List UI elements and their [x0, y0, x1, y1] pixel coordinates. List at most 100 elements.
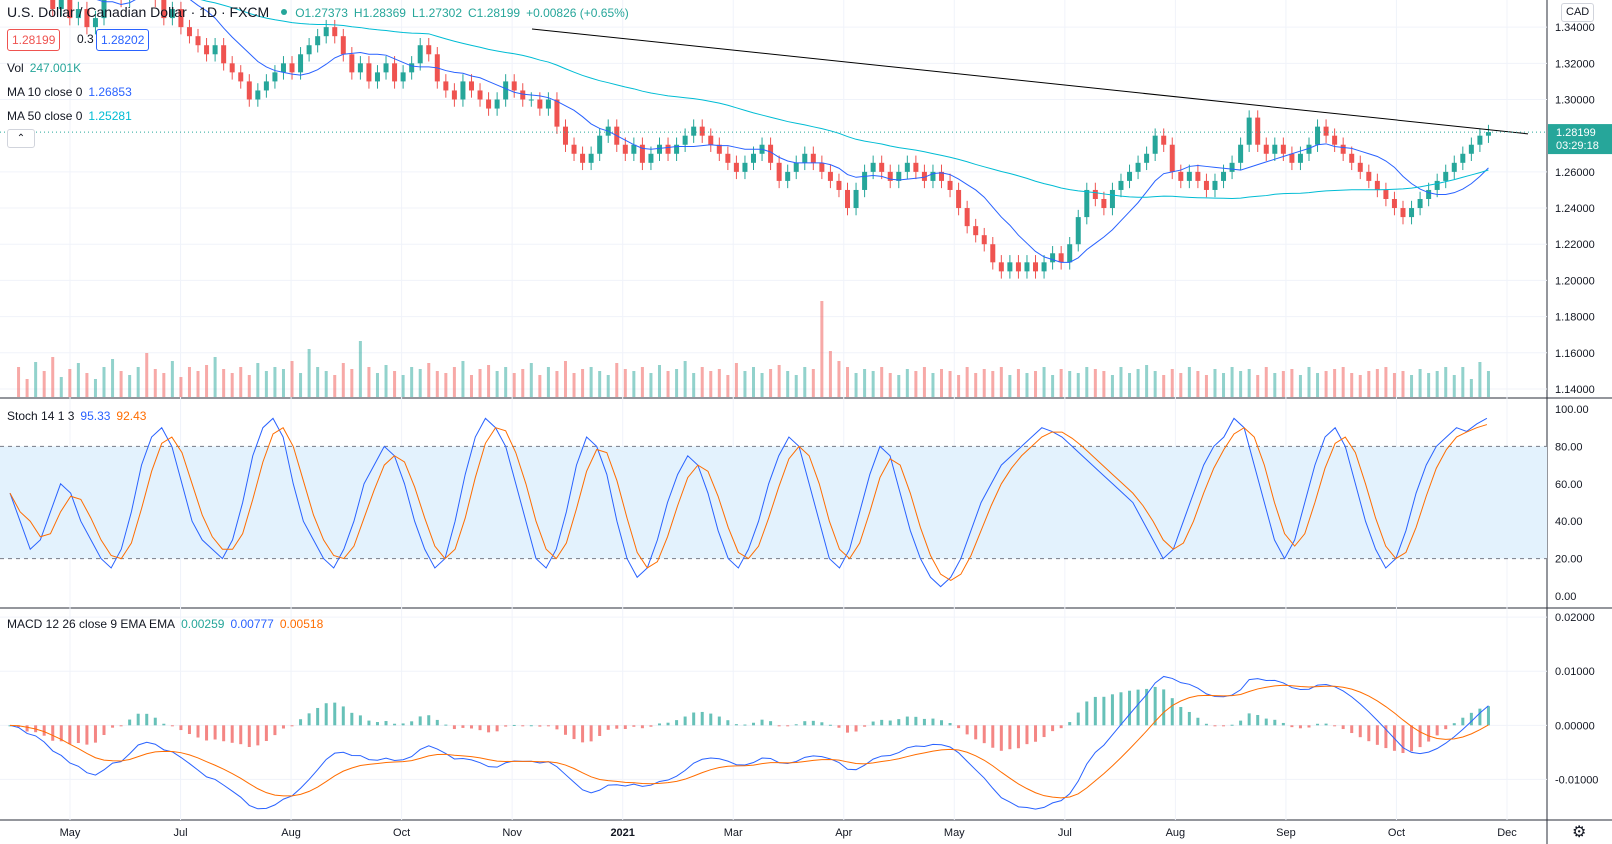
- stoch-tick-label: 100.00: [1555, 404, 1589, 416]
- price-tick-label: 1.30000: [1555, 95, 1595, 107]
- macd-histogram-bar: [170, 725, 174, 727]
- macd-histogram-bar: [1085, 701, 1089, 726]
- macd-histogram-bar: [51, 725, 55, 741]
- macd-histogram-bar: [316, 707, 320, 726]
- volume-bar: [25, 379, 29, 397]
- candle-body: [511, 81, 517, 91]
- candle-body: [263, 81, 269, 91]
- candle-body: [1195, 171, 1201, 181]
- macd-histogram-bar: [1153, 686, 1157, 726]
- candle-body: [443, 81, 449, 91]
- volume-bar: [495, 371, 499, 397]
- macd-histogram-bar: [811, 720, 815, 726]
- volume-bar: [1452, 375, 1456, 397]
- candle-body: [947, 180, 953, 190]
- macd-histogram-bar: [974, 725, 978, 740]
- volume-bar: [726, 375, 730, 397]
- candle-body: [1340, 144, 1346, 154]
- candle-body: [1409, 208, 1415, 218]
- candle-body: [1050, 253, 1056, 263]
- macd-histogram-bar: [1008, 725, 1012, 750]
- candle-body: [1084, 189, 1090, 218]
- volume-bar: [196, 371, 200, 397]
- macd-histogram-bar: [1461, 717, 1465, 726]
- ma50-legend[interactable]: MA 50 close 0 1.25281: [7, 109, 138, 123]
- macd-histogram-bar: [1239, 720, 1243, 726]
- candle-body: [1451, 162, 1457, 172]
- volume-bar: [863, 369, 867, 397]
- time-tick-label: Aug: [281, 827, 301, 839]
- macd-histogram-bar: [1298, 725, 1302, 729]
- candle-body: [161, 0, 167, 19]
- volume-bar: [914, 371, 918, 397]
- candle-body: [101, 0, 107, 19]
- macd-histogram-bar: [897, 719, 901, 726]
- buy-button[interactable]: 1.28202: [96, 29, 150, 51]
- ma10-legend[interactable]: MA 10 close 0 1.26853: [7, 85, 138, 99]
- volume-bar: [1486, 371, 1490, 397]
- candle-body: [708, 135, 714, 145]
- collapse-legend-button[interactable]: ⌃: [7, 129, 35, 148]
- volume-bar: [811, 369, 815, 397]
- volume-bar: [239, 367, 243, 397]
- volume-bar: [264, 371, 268, 397]
- candle-body: [802, 153, 808, 163]
- candle-body: [597, 135, 603, 154]
- volume-bar: [1264, 367, 1268, 397]
- macd-histogram-bar: [854, 725, 858, 732]
- macd-tick-label: 0.02000: [1555, 612, 1595, 624]
- candle-body: [477, 90, 483, 100]
- volume-bar: [1290, 369, 1294, 397]
- macd-histogram-bar: [1068, 722, 1072, 726]
- volume-bar: [1110, 375, 1114, 397]
- stoch-tick-label: 60.00: [1555, 479, 1583, 491]
- volume-bar: [974, 373, 978, 397]
- volume-bar: [760, 373, 764, 397]
- macd-histogram-bar: [1110, 694, 1114, 726]
- volume-bar: [1392, 373, 1396, 397]
- macd-histogram-bar: [666, 722, 670, 726]
- macd-histogram-bar: [546, 725, 550, 727]
- macd-histogram-bar: [418, 716, 422, 726]
- volume-bar: [1128, 373, 1132, 397]
- candle-body: [503, 81, 509, 100]
- gear-icon[interactable]: ⚙: [1572, 824, 1587, 841]
- candle-body: [1332, 135, 1338, 145]
- macd-histogram-bar: [1452, 723, 1456, 726]
- macd-histogram-bar: [803, 721, 807, 726]
- candle-body: [956, 189, 962, 209]
- volume-bar: [213, 357, 217, 397]
- volume-legend[interactable]: Vol 247.001K: [7, 61, 87, 75]
- candle-body: [896, 171, 902, 181]
- candle-body: [1443, 171, 1449, 181]
- macd-histogram-bar: [905, 716, 909, 726]
- candle-body: [1297, 153, 1303, 163]
- volume-bar: [743, 371, 747, 397]
- volume-bar: [529, 363, 533, 397]
- macd-histogram-bar: [1324, 723, 1328, 726]
- volume-bar: [828, 351, 832, 397]
- macd-legend[interactable]: MACD 12 26 close 9 EMA EMA 0.00259 0.00777…: [7, 617, 329, 631]
- volume-bar: [1204, 375, 1208, 397]
- macd-histogram-bar: [1469, 712, 1473, 726]
- currency-button[interactable]: CAD: [1561, 3, 1595, 22]
- macd-histogram-bar: [495, 725, 499, 732]
- volume-bar: [1461, 367, 1465, 397]
- macd-histogram-bar: [1076, 712, 1080, 726]
- candle-body: [1468, 144, 1474, 154]
- volume-bar: [68, 369, 72, 397]
- macd-signal-value: 0.00518: [279, 617, 324, 631]
- volume-bar: [435, 371, 439, 397]
- candle-body: [417, 45, 423, 64]
- sell-button[interactable]: 1.28199: [7, 29, 61, 51]
- volume-bar: [717, 369, 721, 397]
- trendline[interactable]: [531, 28, 1529, 135]
- symbol-title[interactable]: U.S. Dollar / Canadian Dollar · 1D · FXC…: [7, 4, 270, 20]
- stoch-legend[interactable]: Stoch 14 1 3 95.33 92.43: [7, 409, 152, 423]
- volume-bar: [657, 365, 661, 397]
- candle-body: [554, 99, 560, 127]
- candle-body: [1203, 180, 1209, 190]
- time-tick-label: Oct: [393, 827, 410, 839]
- candle-body: [998, 262, 1004, 272]
